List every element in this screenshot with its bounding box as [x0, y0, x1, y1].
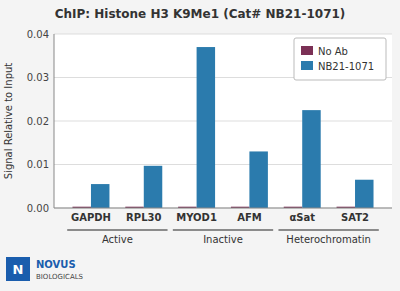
logo-text: BIOLOGICALS [36, 273, 84, 281]
legend-label: NB21-1071 [318, 61, 374, 72]
grid-line [54, 208, 392, 209]
bar [302, 110, 320, 208]
y-tick-label: 0.01 [27, 159, 49, 170]
grid-line [54, 164, 392, 165]
chart: ChIP: Histone H3 K9Me1 (Cat# NB21-1071) 0… [0, 0, 400, 291]
logo-text: NOVUS [36, 259, 76, 270]
legend-swatch [301, 46, 313, 55]
plot-area [54, 34, 392, 208]
logo-icon [6, 257, 30, 281]
legend-label: No Ab [318, 46, 348, 57]
x-tick-label: SAT2 [341, 212, 369, 223]
group-line [173, 230, 273, 231]
bar [91, 184, 109, 208]
grid-line [54, 34, 392, 35]
x-tick-label: GAPDH [71, 212, 111, 223]
title: ChIP: Histone H3 K9Me1 (Cat# NB21-1071) [55, 7, 346, 21]
grid-line [54, 121, 392, 122]
bar [197, 47, 215, 208]
bar [355, 180, 373, 208]
group-label: Heterochromatin [286, 234, 371, 245]
y-tick-label: 0.03 [27, 72, 49, 83]
group-label: Active [102, 234, 133, 245]
y-axis-line [54, 34, 55, 208]
legend-box [294, 38, 386, 80]
x-axis-line [54, 208, 392, 209]
x-tick-label: AFM [237, 212, 262, 223]
legend: No Ab NB21-1071 [294, 38, 386, 80]
group-label: Inactive [203, 234, 243, 245]
bar [144, 166, 162, 208]
logo-text: N [13, 262, 24, 277]
bar [249, 151, 267, 208]
bars [72, 47, 373, 208]
x-tick-label: αSat [289, 212, 315, 223]
group-line [278, 230, 378, 231]
y-tick-label: 0.00 [27, 203, 49, 214]
y-tick-label: 0.02 [27, 116, 49, 127]
x-tick-label: MYOD1 [176, 212, 217, 223]
x-tick-label: RPL30 [126, 212, 161, 223]
y-tick-label: 0.04 [27, 29, 49, 40]
legend-swatch [301, 61, 313, 70]
y-axis-label: Signal Relative to Input [3, 63, 14, 180]
group-line [67, 230, 167, 231]
